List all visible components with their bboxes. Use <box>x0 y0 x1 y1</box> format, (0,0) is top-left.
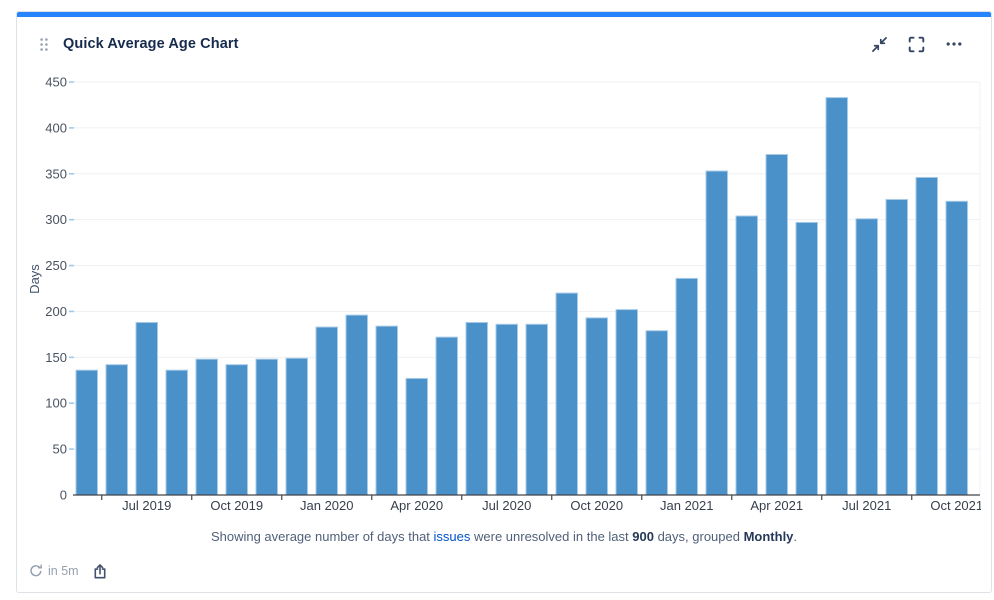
x-axis: Jul 2019 Oct 2019 Jan 2020 Apr 2020 Jul 2020… <box>73 494 981 513</box>
y-tick-label: 50 <box>53 442 67 457</box>
refresh-icon[interactable] <box>29 564 43 578</box>
bar <box>225 364 248 496</box>
x-tick-label: Oct 2021 <box>930 498 981 513</box>
y-tick-label: 350 <box>45 166 67 181</box>
gadget-actions <box>869 33 965 55</box>
bar <box>705 170 728 496</box>
bar <box>285 357 308 496</box>
bar <box>825 97 848 496</box>
minimize-button[interactable] <box>869 34 890 55</box>
bar <box>105 364 128 496</box>
caption-text: . <box>793 529 798 544</box>
y-tick-label: 150 <box>45 350 67 365</box>
bars <box>75 97 968 496</box>
expand-button[interactable] <box>906 34 927 55</box>
share-icon <box>92 563 108 580</box>
gadget-title: Quick Average Age Chart <box>63 36 239 52</box>
more-button[interactable] <box>943 33 965 55</box>
bar <box>615 309 638 496</box>
bar <box>675 277 698 496</box>
bar <box>585 317 608 496</box>
bar <box>315 326 338 496</box>
y-tick-label: 200 <box>45 304 67 319</box>
gadget-accent-strip <box>17 12 991 17</box>
expand-icon <box>908 36 925 53</box>
average-age-bar-chart: 0 50 100 150 200 250 300 350 400 450 Days Jul 2019 O… <box>27 75 981 514</box>
caption-text: were unresolved in the last <box>470 529 633 544</box>
y-tick-label: 450 <box>45 75 67 90</box>
bar <box>345 314 368 496</box>
bar <box>495 323 518 496</box>
chart-caption: Showing average number of days that issu… <box>17 529 991 544</box>
x-tick-label: Apr 2021 <box>750 498 803 513</box>
y-tick-label: 400 <box>45 120 67 135</box>
caption-text: Showing average number of days that <box>210 529 434 544</box>
ellipsis-icon <box>945 35 963 53</box>
bar <box>75 369 98 496</box>
caption-grouping-value: Monthly <box>743 529 794 544</box>
bar <box>885 198 908 496</box>
gadget-header: Quick Average Age Chart <box>17 17 991 71</box>
bar <box>405 377 428 496</box>
x-tick-label: Jan 2021 <box>660 498 714 513</box>
refresh-status: in 5m <box>29 558 110 584</box>
bar <box>375 325 398 496</box>
caption-text: days, grouped <box>653 529 744 544</box>
issues-link[interactable]: issues <box>433 529 471 544</box>
x-tick-label: Jan 2020 <box>300 498 354 513</box>
bar <box>855 218 878 496</box>
bar <box>645 330 668 496</box>
caption-days-value: 900 <box>632 529 654 544</box>
drag-handle-icon[interactable] <box>39 37 49 52</box>
share-button[interactable] <box>90 561 110 582</box>
x-tick-label: Oct 2020 <box>570 498 623 513</box>
bar <box>945 200 968 496</box>
y-tick-label: 100 <box>45 396 67 411</box>
minimize-icon <box>871 36 888 53</box>
bar <box>555 292 578 496</box>
y-tick-label: 0 <box>60 488 67 503</box>
bar <box>915 176 938 496</box>
bar <box>795 221 818 496</box>
gadget-card: Quick Average Age Chart <box>16 11 992 593</box>
bar <box>255 358 278 496</box>
bar <box>735 215 758 496</box>
y-axis-title: Days <box>27 264 42 294</box>
bar <box>525 323 548 496</box>
bar <box>195 358 218 496</box>
bar <box>135 321 158 496</box>
y-axis: 0 50 100 150 200 250 300 350 400 450 Days <box>27 75 74 503</box>
y-tick-label: 300 <box>45 212 67 227</box>
x-tick-label: Apr 2020 <box>390 498 443 513</box>
x-tick-label: Jul 2019 <box>122 498 171 513</box>
bar <box>465 321 488 496</box>
x-tick-label: Jul 2021 <box>842 498 891 513</box>
x-tick-label: Jul 2020 <box>482 498 531 513</box>
x-tick-label: Oct 2019 <box>210 498 263 513</box>
refresh-countdown: in 5m <box>48 564 79 578</box>
y-tick-label: 250 <box>45 258 67 273</box>
bar <box>165 369 188 496</box>
bar <box>765 154 788 496</box>
bar <box>435 336 458 496</box>
